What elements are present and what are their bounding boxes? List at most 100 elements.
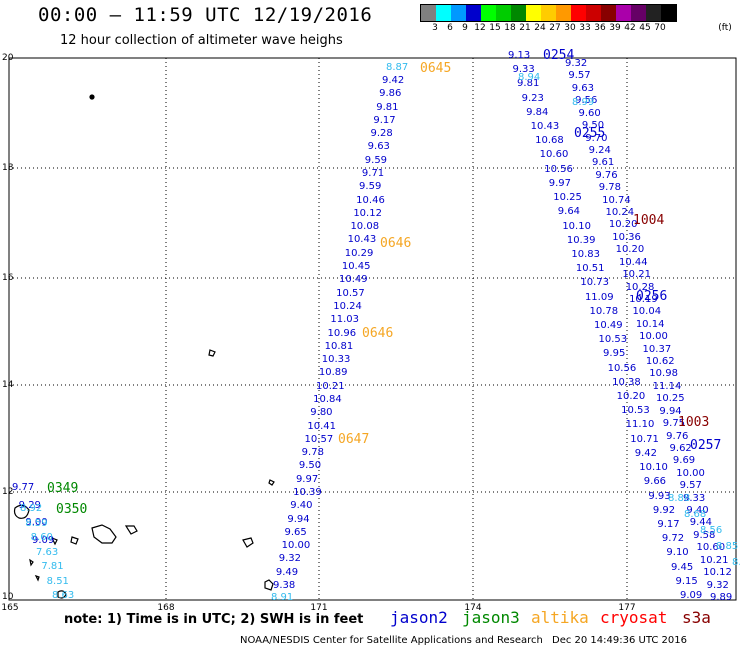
wave-value: 9.45 bbox=[670, 561, 694, 573]
wave-value: 10.20 bbox=[615, 244, 645, 256]
colorbar-swatch bbox=[556, 5, 571, 21]
wave-value: 9.33 bbox=[512, 64, 535, 76]
wave-value: 10.56 bbox=[544, 163, 573, 175]
colorbar-swatch bbox=[511, 5, 526, 21]
wave-value: 10.21 bbox=[622, 269, 651, 281]
colorbar-swatch bbox=[436, 5, 451, 21]
wave-value: 9.13 bbox=[508, 50, 531, 61]
wave-value: 10.81 bbox=[324, 340, 354, 352]
wave-value: 8.92 bbox=[20, 503, 43, 514]
wave-value: 10.98 bbox=[649, 368, 678, 380]
lon-label: 174 bbox=[464, 603, 482, 613]
lat-label: 12 bbox=[2, 487, 14, 497]
wave-value: 9.63 bbox=[367, 141, 390, 153]
map-title: 00:00 – 11:59 UTC 12/19/2016 bbox=[38, 4, 373, 26]
legend-jason3: jason3 bbox=[462, 608, 520, 627]
colorbar-label: 18 bbox=[504, 23, 516, 33]
legend-cryosat: cryosat bbox=[600, 608, 668, 627]
wave-value: 8.99 bbox=[572, 97, 595, 108]
pass-id-jason2: 0257 bbox=[690, 438, 722, 453]
wave-value: 9.24 bbox=[588, 144, 611, 156]
wave-value: 10.44 bbox=[618, 256, 648, 268]
wave-value: 8.85 bbox=[716, 541, 739, 552]
wave-value: 10.43 bbox=[530, 121, 560, 133]
colorbar-swatch bbox=[496, 5, 511, 21]
wave-value: 9.17 bbox=[373, 114, 396, 126]
wave-value: 10.00 bbox=[281, 540, 311, 552]
wave-value: 10.53 bbox=[598, 334, 628, 346]
wave-value: 10.24 bbox=[333, 300, 362, 312]
wave-value: 9.57 bbox=[568, 70, 591, 82]
wave-value: 9.15 bbox=[675, 575, 698, 587]
wave-value: 9.97 bbox=[548, 177, 571, 189]
colorbar-label: 39 bbox=[609, 23, 621, 33]
colorbar-swatch bbox=[526, 5, 541, 21]
wave-value: 10.49 bbox=[594, 320, 623, 331]
wave-value: 10.00 bbox=[676, 467, 705, 479]
wave-value: 9.63 bbox=[571, 82, 594, 94]
wave-value: 10.83 bbox=[571, 248, 600, 260]
legend-s3a: s3a bbox=[682, 608, 711, 627]
colorbar-label: 70 bbox=[654, 23, 666, 33]
wave-value: 9.17 bbox=[657, 518, 680, 530]
pass-id-altika: 0646 bbox=[380, 236, 412, 251]
wave-value: 9.95 bbox=[603, 348, 626, 360]
wave-value: 9.10 bbox=[666, 547, 689, 559]
wave-value: 9.62 bbox=[669, 442, 692, 454]
legend-jason2: jason2 bbox=[390, 608, 448, 627]
colorbar-label: 42 bbox=[624, 23, 636, 33]
wave-value: 10.68 bbox=[535, 135, 564, 147]
wave-value: 10.78 bbox=[589, 305, 619, 317]
pass-id-cryosat: 1004 bbox=[633, 213, 665, 228]
wave-value: 9.61 bbox=[591, 157, 615, 169]
wave-value: 10.29 bbox=[344, 247, 374, 259]
wave-value: 10.28 bbox=[625, 281, 655, 293]
wave-value: 10.36 bbox=[612, 231, 641, 243]
wave-value: 10.73 bbox=[580, 277, 610, 289]
pass-id-altika: 0645 bbox=[420, 61, 452, 76]
wave-value: 10.04 bbox=[632, 306, 662, 318]
wave-value: 10.38 bbox=[612, 376, 641, 388]
wave-value: 10.39 bbox=[293, 486, 322, 498]
wave-value: 9.50 bbox=[298, 460, 322, 472]
lat-label: 16 bbox=[2, 273, 14, 283]
wave-value: 10.20 bbox=[608, 219, 638, 231]
colorbar-label: 15 bbox=[489, 23, 501, 33]
wave-value: 11.10 bbox=[625, 419, 655, 431]
wave-value: 9.59 bbox=[364, 154, 388, 166]
colorbar-label: 12 bbox=[474, 23, 486, 33]
pass-id-altika: 0647 bbox=[338, 432, 370, 447]
pass-id-cryosat: 1003 bbox=[678, 415, 710, 430]
colorbar-swatch bbox=[661, 5, 676, 21]
wave-value: 10.57 bbox=[304, 433, 334, 445]
wave-value: 9.59 bbox=[359, 181, 382, 193]
wave-value: 10.62 bbox=[645, 356, 675, 368]
wave-value: 9.71 bbox=[361, 168, 385, 180]
pass-id-jason2: 0254 bbox=[543, 48, 575, 63]
wave-value: 8.94 bbox=[518, 72, 541, 83]
colorbar-swatch bbox=[586, 5, 601, 21]
pass-id-jason2: 0255 bbox=[574, 126, 606, 141]
wave-value: 9.64 bbox=[557, 206, 581, 218]
colorbar-swatch bbox=[631, 5, 646, 21]
wave-value: 10.25 bbox=[656, 393, 685, 405]
wave-value: 9.40 bbox=[686, 505, 709, 517]
wave-value: 9.50 bbox=[581, 120, 605, 132]
wave-value: 9.89 bbox=[710, 592, 733, 603]
wave-value: 10.89 bbox=[318, 367, 348, 379]
wave-value: 8.56 bbox=[700, 525, 723, 536]
wave-value: 9.76 bbox=[666, 430, 689, 442]
colorbar-label: 33 bbox=[579, 23, 591, 33]
wave-value: 9.28 bbox=[370, 128, 393, 140]
wave-value: 10.14 bbox=[635, 318, 665, 330]
colorbar-label: 3 bbox=[432, 23, 438, 33]
lat-label: 18 bbox=[2, 163, 14, 173]
wave-value: 9.09 bbox=[32, 535, 55, 546]
wave-value: 8.87 bbox=[386, 62, 409, 73]
wave-value: 9.77 bbox=[12, 482, 35, 493]
wave-value: 11.14 bbox=[652, 380, 682, 392]
wave-value: 10.56 bbox=[607, 362, 637, 374]
wave-value: 8.91 bbox=[271, 592, 294, 603]
colorbar-label: 21 bbox=[519, 23, 531, 33]
wave-value: 9.32 bbox=[565, 58, 588, 69]
